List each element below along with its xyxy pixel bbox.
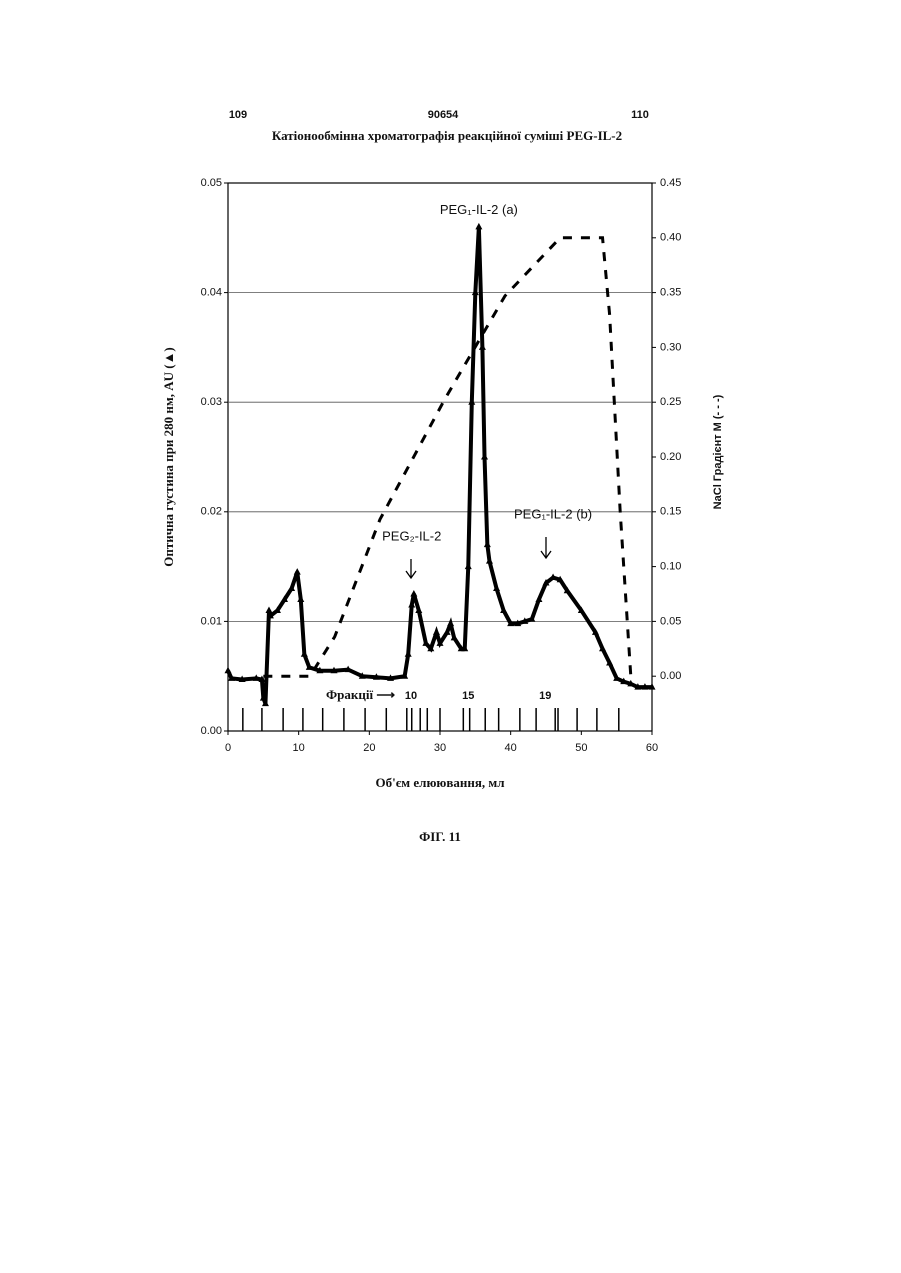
triangle-marker bbox=[475, 223, 482, 230]
triangle-marker bbox=[486, 557, 493, 564]
y2-tick-label: 0.10 bbox=[660, 561, 681, 573]
triangle-marker bbox=[479, 343, 486, 350]
y2-tick-label: 0.40 bbox=[660, 232, 681, 244]
x-tick-label: 60 bbox=[646, 742, 658, 754]
y2-tick-label: 0.45 bbox=[660, 177, 681, 189]
patent-number: 90654 bbox=[428, 109, 459, 121]
triangle-marker bbox=[301, 650, 308, 657]
annotation: PEG₁-IL-2 (b) bbox=[514, 507, 592, 522]
triangle-marker bbox=[294, 568, 301, 575]
triangle-marker bbox=[484, 541, 491, 548]
triangle-marker bbox=[468, 398, 475, 405]
plot-frame bbox=[228, 183, 652, 731]
fractions-label: Фракції ⟶ bbox=[326, 687, 395, 702]
x-axis-label: Об'єм елюювання, мл bbox=[375, 775, 504, 790]
y2-tick-label: 0.25 bbox=[660, 396, 681, 408]
y2-axis-label: NaCl Градієнт M (- - -) bbox=[712, 394, 724, 509]
triangle-marker bbox=[465, 563, 472, 570]
absorbance-line bbox=[228, 227, 652, 704]
fraction-label: 10 bbox=[405, 690, 417, 702]
y-tick-label: 0.04 bbox=[201, 287, 222, 299]
triangle-marker bbox=[433, 628, 440, 635]
y2-tick-label: 0.05 bbox=[660, 615, 681, 627]
y2-tick-label: 0.30 bbox=[660, 341, 681, 353]
chart-title: Катіонообмінна хроматографія реакційної … bbox=[272, 128, 622, 143]
x-tick-label: 0 bbox=[225, 742, 231, 754]
y2-tick-label: 0.00 bbox=[660, 670, 681, 682]
triangle-marker bbox=[405, 650, 412, 657]
x-tick-label: 50 bbox=[575, 742, 587, 754]
y-tick-label: 0.01 bbox=[201, 615, 222, 627]
fraction-label: 19 bbox=[539, 690, 551, 702]
y2-tick-label: 0.35 bbox=[660, 287, 681, 299]
triangle-marker bbox=[225, 667, 232, 674]
y-axis-label: Оптична густина при 280 нм, AU (▲) bbox=[161, 347, 176, 567]
triangle-marker bbox=[447, 620, 454, 627]
triangle-marker bbox=[481, 453, 488, 460]
annotation: PEG₂-IL-2 bbox=[382, 528, 441, 543]
y-tick-label: 0.03 bbox=[201, 396, 222, 408]
y2-tick-label: 0.15 bbox=[660, 506, 681, 518]
x-tick-label: 10 bbox=[293, 742, 305, 754]
fraction-label: 15 bbox=[462, 690, 474, 702]
figure-label: ФІГ. 11 bbox=[419, 829, 461, 844]
page-number-left: 109 bbox=[229, 109, 247, 121]
x-tick-label: 20 bbox=[363, 742, 375, 754]
annotation: PEG₁-IL-2 (a) bbox=[440, 202, 518, 217]
y-tick-label: 0.00 bbox=[201, 725, 222, 737]
y-tick-label: 0.02 bbox=[201, 506, 222, 518]
y2-tick-label: 0.20 bbox=[660, 451, 681, 463]
x-tick-label: 30 bbox=[434, 742, 446, 754]
triangle-marker bbox=[410, 590, 417, 597]
page: 109 90654 110 Катіонообмінна хроматограф… bbox=[0, 0, 901, 1273]
gradient-line bbox=[263, 238, 630, 676]
page-number-right: 110 bbox=[631, 109, 649, 121]
triangle-marker bbox=[265, 606, 272, 613]
y-tick-label: 0.05 bbox=[201, 177, 222, 189]
x-tick-label: 40 bbox=[505, 742, 517, 754]
triangle-marker bbox=[297, 595, 304, 602]
triangle-marker bbox=[472, 289, 479, 296]
